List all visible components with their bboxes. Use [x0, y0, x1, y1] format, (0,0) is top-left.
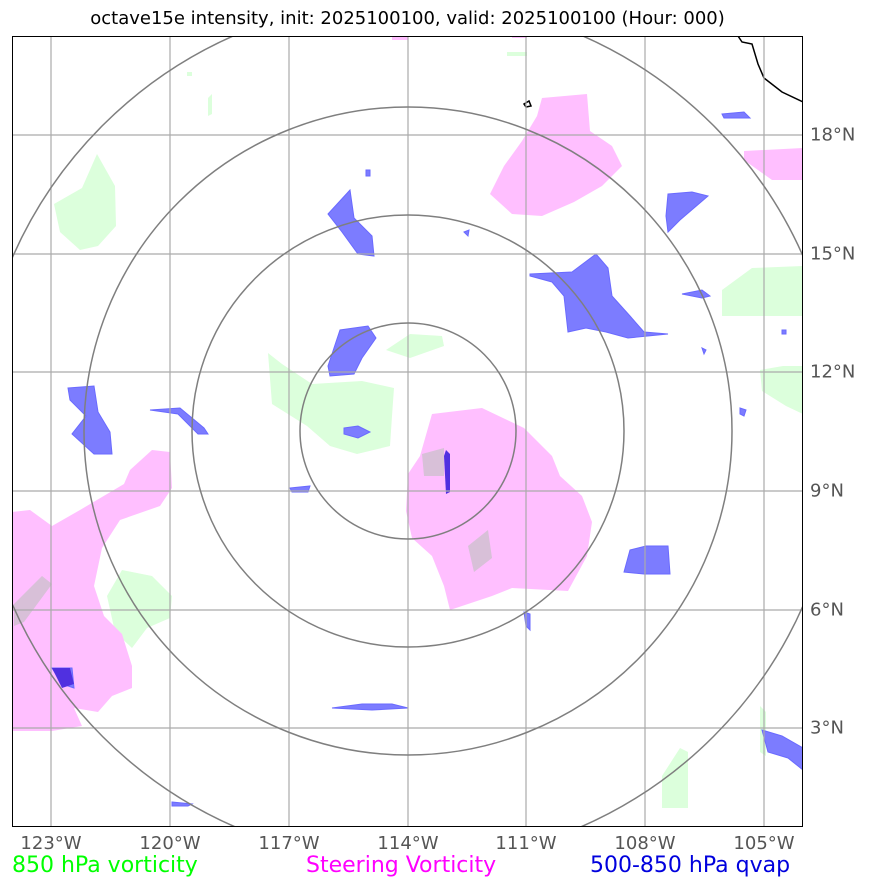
lat-label-6n: 6°N [810, 599, 844, 621]
lat-label-9n: 9°N [810, 480, 844, 502]
lat-label-15n: 15°N [810, 243, 856, 265]
legend-qvap: 500-850 hPa qvap [590, 853, 791, 878]
lat-label-3n: 3°N [810, 717, 844, 739]
legend-850-vorticity: 850 hPa vorticity [12, 853, 198, 878]
qvap-core-areas [52, 450, 450, 688]
lon-label-108w: 108°W [614, 833, 676, 854]
map-title: octave15e intensity, init: 2025100100, v… [90, 8, 725, 29]
lat-label-12n: 12°N [810, 361, 856, 383]
range-ring-1 [299, 322, 517, 540]
legend-steering-vorticity: Steering Vorticity [306, 853, 497, 878]
graticule [12, 36, 803, 827]
map-canvas[interactable] [12, 36, 803, 827]
lon-label-114w: 114°W [377, 833, 439, 854]
coastline [522, 36, 803, 108]
lon-label-120w: 120°W [139, 833, 201, 854]
map-border [12, 36, 803, 827]
lon-label-123w: 123°W [20, 833, 82, 854]
lon-label-117w: 117°W [258, 833, 320, 854]
overlap-areas [14, 448, 492, 626]
map-panel[interactable] [12, 36, 803, 827]
lon-label-111w: 111°W [495, 833, 557, 854]
qvap-areas [51, 111, 803, 807]
range-ring-3 [83, 106, 733, 756]
lat-label-18n: 18°N [810, 124, 856, 146]
range-ring-2 [191, 214, 625, 648]
vorticity-850-areas [54, 52, 803, 808]
steering-vorticity-areas [12, 36, 803, 731]
lon-label-105w: 105°W [733, 833, 795, 854]
range-rings [12, 36, 803, 827]
